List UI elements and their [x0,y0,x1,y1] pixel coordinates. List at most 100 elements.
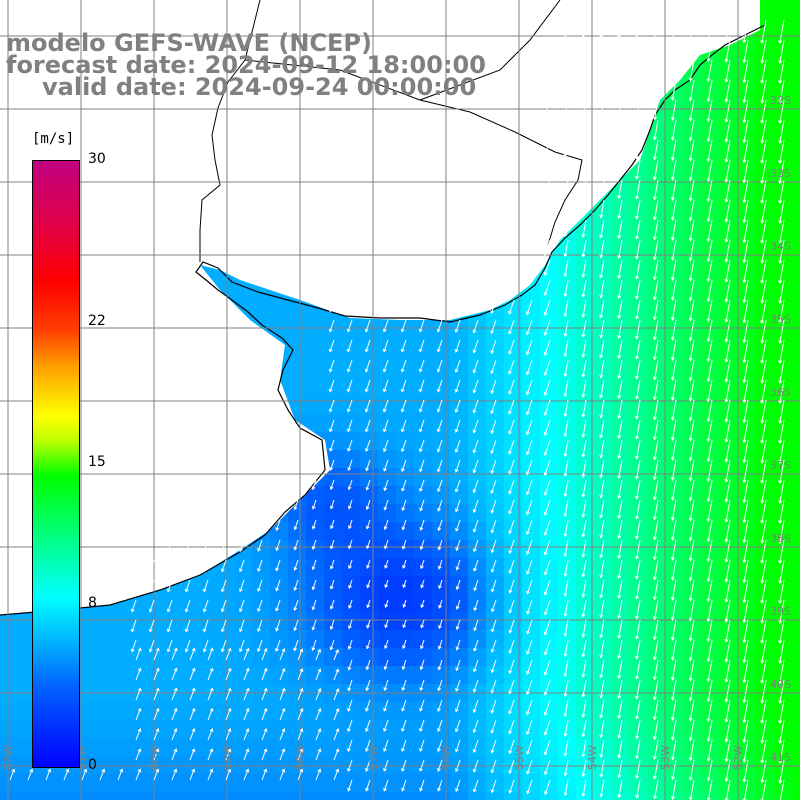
speed-cell [450,792,468,800]
speed-cell [630,252,648,270]
speed-cell [792,198,800,216]
wind-arrow [688,559,695,582]
speed-cell [180,774,198,792]
speed-cell [702,666,720,684]
speed-cell [738,162,756,180]
speed-cell [288,702,306,720]
speed-cell [702,90,720,108]
wind-arrow [454,339,461,353]
wind-arrow [526,599,533,615]
speed-cell [396,504,414,522]
wind-arrow [670,659,677,681]
wind-arrow [599,339,605,359]
wind-arrow [563,739,569,757]
speed-cell [324,504,342,522]
speed-cell [558,630,576,648]
speed-cell [486,450,504,468]
wind-arrow [742,519,749,544]
wind-arrow [670,199,677,221]
speed-cell [306,360,324,378]
wind-arrow [329,639,335,651]
wind-arrow [688,759,695,781]
speed-cell [414,378,432,396]
wind-arrow [202,639,209,653]
wind-arrow [599,479,605,499]
speed-cell [756,108,774,126]
wind-arrow [563,679,569,698]
speed-cell [738,126,756,144]
wind-arrow [724,539,731,563]
speed-cell [162,666,180,684]
wind-arrow [383,479,389,492]
speed-cell [504,558,522,576]
wind-arrow [364,359,371,373]
speed-cell [792,486,800,504]
speed-cell [162,738,180,756]
wind-arrow [384,599,389,609]
wind-arrow [543,439,551,456]
wind-arrow [617,359,623,380]
speed-cell [522,612,540,630]
wind-arrow [706,759,713,782]
wind-arrow [617,59,623,80]
speed-cell [702,270,720,288]
wind-arrow [279,768,286,781]
wind-arrow [670,19,677,41]
speed-cell [234,738,252,756]
speed-cell [666,612,684,630]
speed-cell [270,558,288,576]
wind-arrow [135,748,142,761]
speed-cell [774,468,792,486]
speed-cell [594,630,612,648]
wind-arrow [724,39,731,63]
speed-cell [720,288,738,306]
legend-tick-label: 0 [88,757,97,773]
wind-arrow [652,299,659,321]
wind-arrow [652,339,659,361]
speed-cell [702,612,720,630]
wind-arrow [760,679,767,705]
speed-cell [342,756,360,774]
wind-arrow [760,139,767,165]
wind-arrow [635,379,641,400]
wind-arrow [581,439,587,458]
speed-cell [450,558,468,576]
wind-arrow [670,639,677,661]
wind-arrow [635,239,641,260]
wind-arrow [490,619,497,633]
speed-cell [468,378,486,396]
wind-arrow [617,259,623,280]
speed-cell [36,774,54,792]
wind-arrow [400,359,407,373]
wind-arrow [329,559,335,570]
speed-cell [648,270,666,288]
wind-arrow [652,19,659,41]
speed-cell [162,702,180,720]
speed-cell [234,774,252,792]
wind-arrow [670,619,677,641]
speed-cell [540,450,558,468]
wind-arrow [275,599,281,612]
speed-cell [792,576,800,594]
wind-arrow [261,687,268,701]
speed-cell [792,630,800,648]
speed-cell [450,576,468,594]
wind-arrow [81,768,88,781]
speed-cell [0,648,18,666]
wind-arrow [617,639,623,660]
wind-arrow [778,259,785,285]
wind-arrow [420,639,425,650]
wind-arrow [418,399,425,413]
speed-cell [522,702,540,720]
wind-arrow [400,419,407,433]
wind-arrow [706,659,713,683]
speed-cell [270,756,288,774]
wind-arrow [617,399,623,420]
wind-arrow [581,779,587,797]
wind-arrow [220,639,227,653]
wind-arrow [617,679,623,700]
wind-arrow [563,419,569,438]
speed-cell [630,504,648,522]
wind-arrow [670,259,677,281]
wind-arrow [346,339,353,353]
